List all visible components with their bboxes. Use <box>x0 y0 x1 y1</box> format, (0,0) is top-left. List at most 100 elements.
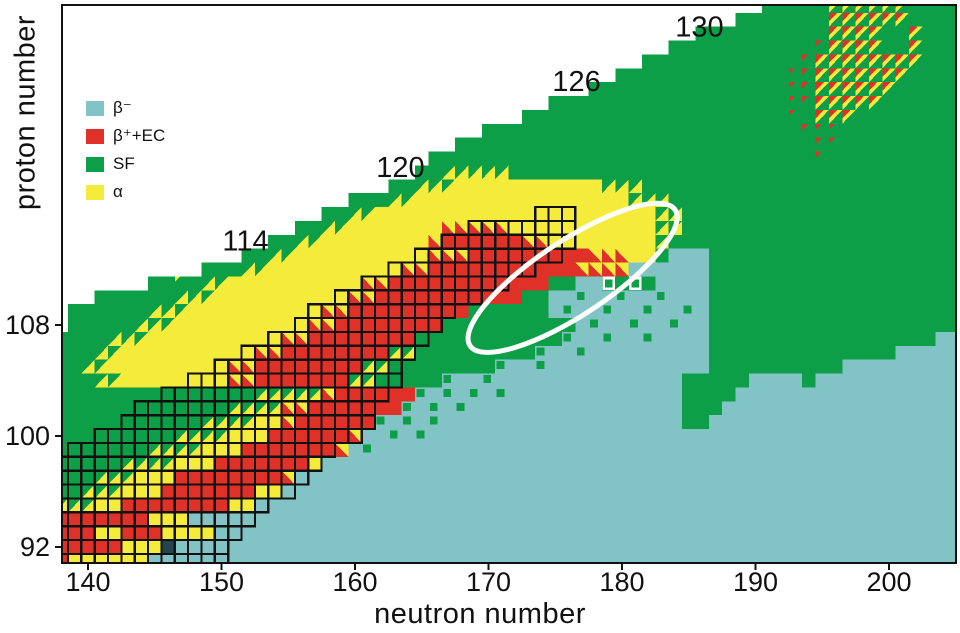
nuclide-cell <box>682 290 696 305</box>
nuclide-cell <box>228 262 242 277</box>
nuclide-cell <box>495 401 509 416</box>
nuclide-cell <box>441 484 456 499</box>
nuclide-cell <box>588 456 602 471</box>
nuclide-cell <box>361 193 376 208</box>
nuclide-cell <box>735 345 749 360</box>
nuclide-cell <box>802 304 816 319</box>
nuclide-cell <box>481 234 496 249</box>
nuclide-cell <box>922 5 936 13</box>
nuclide-cell <box>281 304 295 319</box>
nuclide-cell <box>828 179 843 194</box>
nuclide-cell <box>161 456 175 471</box>
nuclide-cell <box>642 359 656 374</box>
nuclide-cell <box>108 470 122 485</box>
nuclide-cell <box>388 359 402 374</box>
nuclide-cell <box>601 220 616 235</box>
nuclide-cell <box>441 276 456 291</box>
nuclide-cell <box>441 401 456 416</box>
nuclide-cell <box>722 165 736 180</box>
nuclide-cell <box>922 540 936 554</box>
nuclide-cell <box>294 331 309 346</box>
nuclide-cell <box>642 82 656 97</box>
nuclide-cell <box>882 151 896 166</box>
nuclide-cell <box>615 512 629 527</box>
nuclide-cell <box>909 553 923 563</box>
nuclide-cell <box>548 248 562 263</box>
nuclide-cell <box>268 484 282 499</box>
nuclide-cell <box>735 401 749 416</box>
nuclide-cell <box>174 359 189 374</box>
nuclide-cell <box>294 220 309 235</box>
nuclide-cell <box>361 318 376 332</box>
legend-item-beta_plus_ec: β⁺+EC <box>86 122 165 150</box>
nuclide-cell <box>535 165 549 180</box>
nuclide-cell <box>254 470 269 485</box>
nuclide-cell <box>228 304 242 319</box>
nuclide-cell <box>67 470 82 485</box>
nuclide-cell <box>855 540 869 554</box>
nuclide-cell <box>895 248 910 263</box>
nuclide-cell <box>148 318 162 332</box>
nuclide-cell <box>588 553 602 563</box>
nuclide-cell <box>762 526 776 541</box>
nuclide-cell <box>775 5 789 13</box>
nuclide-cell <box>308 401 322 416</box>
nuclide-cell <box>882 220 896 235</box>
nuclide-cell <box>508 429 522 443</box>
nuclide-cell <box>682 165 696 180</box>
nuclide-cell <box>388 234 402 249</box>
nuclide-cell <box>174 442 189 457</box>
nuclide-cell <box>268 526 282 541</box>
nuclide-cell <box>748 109 763 124</box>
nuclide-cell <box>762 484 776 499</box>
nuclide-cell <box>762 26 776 41</box>
nuclide-cell <box>655 123 669 138</box>
nuclide-cell <box>868 456 883 471</box>
nuclide-cell <box>628 359 643 374</box>
nuclide-cell <box>668 151 683 166</box>
nuclide-cell <box>775 96 789 110</box>
nuclide-cell <box>415 165 429 180</box>
nuclide-cell <box>334 262 349 277</box>
nuclide-cell <box>855 512 869 527</box>
nuclide-cell <box>148 359 162 374</box>
nuclide-cell <box>775 54 789 69</box>
nuclide-cell <box>62 442 68 457</box>
nuclide-cell <box>909 470 923 485</box>
nuclide-cell <box>508 179 522 194</box>
nuclide-cell <box>655 540 669 554</box>
nuclide-cell <box>441 415 456 430</box>
nuclide-cell <box>81 318 95 332</box>
nuclide-cell <box>628 304 643 319</box>
nuclide-cell <box>762 540 776 554</box>
nuclide-cell <box>828 207 843 221</box>
nuclide-cell <box>815 234 829 249</box>
nuclide-cell <box>388 304 402 319</box>
nuclide-cell <box>828 318 843 332</box>
nuclide-cell <box>815 82 829 97</box>
nuclide-cell <box>735 373 749 388</box>
nuclide-cell <box>895 456 910 471</box>
nuclide-cell <box>575 248 589 263</box>
nuclide-cell <box>909 262 923 277</box>
nuclide-cell <box>882 498 896 513</box>
nuclide-cell <box>495 359 509 374</box>
nuclide-cell <box>788 207 803 221</box>
nuclide-cell <box>254 540 269 554</box>
nuclide-cell <box>842 151 856 166</box>
nuclide-cell <box>294 442 309 457</box>
nuclide-cell <box>949 40 956 55</box>
nuclide-cell <box>254 304 269 319</box>
nuclide-cell <box>254 498 269 513</box>
nuclide-cell <box>561 442 576 457</box>
nuclide-cell <box>415 553 429 563</box>
nuclide-cell <box>748 68 763 83</box>
nuclide-cell <box>775 512 789 527</box>
nuclide-cell <box>642 207 656 221</box>
nuclide-cell <box>348 429 362 443</box>
nuclide-cell <box>682 54 696 69</box>
nuclide-cell <box>375 262 389 277</box>
nuclide-cell <box>548 442 562 457</box>
nuclide-cell <box>788 456 803 471</box>
nuclide-cell <box>388 470 402 485</box>
